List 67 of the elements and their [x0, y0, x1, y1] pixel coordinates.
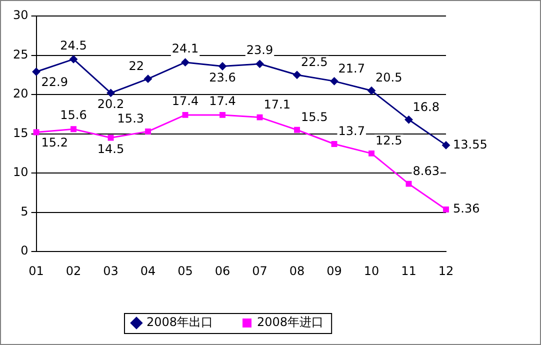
point: [406, 180, 412, 187]
data-label: 16.8: [412, 100, 440, 114]
point: [368, 150, 374, 156]
y-tick-label: 10: [12, 165, 28, 180]
data-label: 20.2: [97, 97, 124, 112]
data-label: 22.9: [41, 74, 68, 89]
point: [443, 206, 449, 212]
data-label: 8.63: [412, 164, 440, 178]
point: [220, 112, 226, 118]
legend-label: 2008年出口: [146, 315, 214, 330]
y-tick-label: 20: [12, 86, 28, 101]
data-label: 22: [128, 58, 144, 73]
data-label: 12.5: [376, 134, 402, 148]
data-label: 20.5: [376, 70, 402, 85]
point: [256, 60, 264, 68]
data-label: 24.1: [172, 41, 199, 56]
x-tick-label: 07: [252, 264, 268, 278]
y-tick-label: 15: [12, 126, 28, 140]
x-tick-label: 12: [438, 264, 454, 278]
legend-label: 2008年进口: [257, 315, 324, 330]
y-tick-label: 30: [12, 8, 28, 22]
point: [70, 126, 76, 132]
point: [404, 116, 413, 124]
point: [330, 77, 338, 86]
x-tick-label: 05: [178, 264, 193, 278]
point: [293, 70, 302, 79]
data-label: 21.7: [338, 61, 365, 76]
x-tick-label: 08: [289, 264, 305, 278]
y-tick-label: 5: [20, 204, 28, 218]
data-label: 17.4: [209, 94, 236, 108]
point: [294, 126, 300, 133]
data-label: 23.6: [209, 70, 236, 84]
x-tick-label: 01: [28, 264, 44, 278]
x-tick-label: 03: [103, 264, 118, 278]
point: [218, 62, 227, 70]
data-label: 13.55: [453, 137, 488, 152]
point: [256, 114, 263, 120]
data-label: 15.3: [117, 112, 144, 126]
point: [181, 58, 190, 66]
data-label: 14.5: [97, 142, 124, 156]
x-tick-label: 06: [214, 264, 230, 278]
data-label: 17.1: [264, 97, 290, 112]
point: [70, 55, 78, 64]
x-tick-label: 04: [140, 264, 156, 278]
point: [442, 141, 450, 150]
x-tick-label: 11: [401, 264, 416, 278]
point: [182, 112, 188, 118]
point: [32, 68, 40, 76]
data-label: 15.2: [41, 135, 68, 150]
point: [368, 86, 376, 95]
y-tick-label: 25: [12, 47, 28, 62]
data-label: 5.36: [453, 202, 480, 216]
data-label: 15.5: [301, 110, 328, 124]
y-tick-label: 0: [20, 244, 28, 258]
data-label: 23.9: [246, 43, 274, 58]
data-label: 15.6: [60, 108, 87, 122]
point: [145, 128, 151, 134]
data-label: 17.4: [172, 94, 199, 108]
data-label: 22.5: [301, 55, 328, 70]
point: [144, 74, 152, 83]
x-tick-label: 02: [66, 264, 82, 278]
x-tick-label: 10: [364, 264, 380, 278]
point: [331, 141, 338, 147]
point: [106, 88, 115, 97]
data-label: 13.7: [338, 124, 365, 138]
x-tick-label: 09: [326, 264, 342, 278]
data-label: 24.5: [60, 38, 87, 52]
